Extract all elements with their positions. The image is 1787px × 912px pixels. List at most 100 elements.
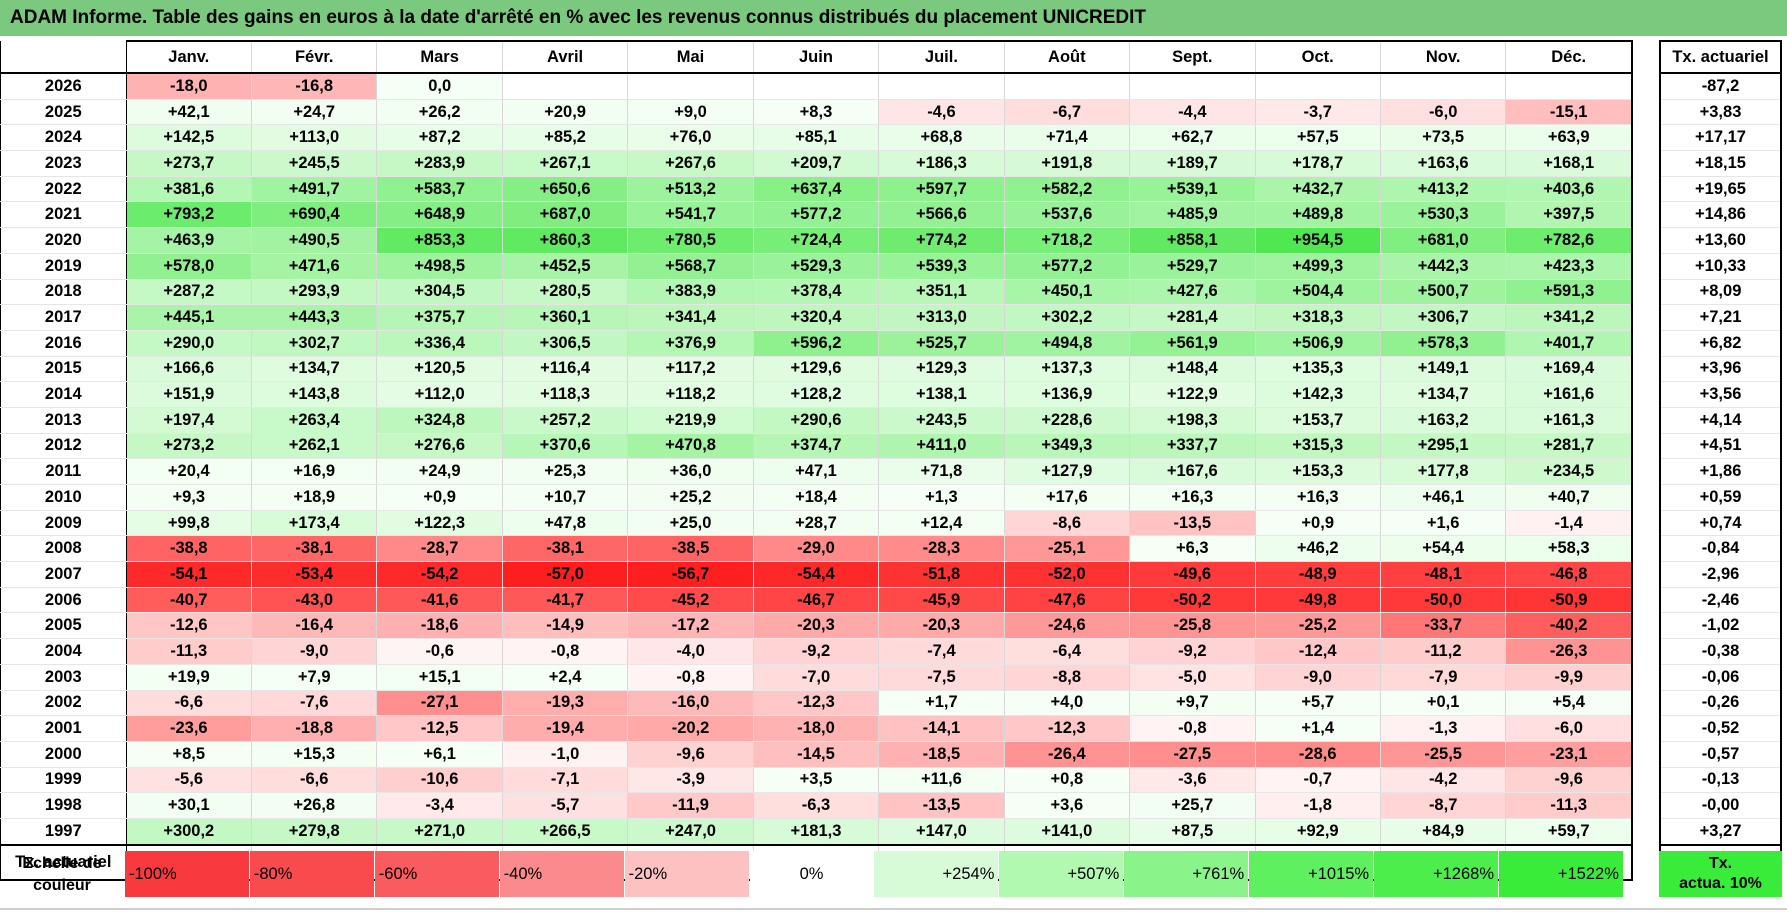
- table-row: 2023 +273,7 +245,5 +283,9 +267,1 +267,6 +209,7…: [0, 150, 1634, 177]
- legend-side-line1: Tx.: [1708, 855, 1733, 872]
- gain-cell: -18,5: [878, 741, 1005, 768]
- gain-cell: -20,3: [753, 612, 880, 640]
- gain-cell: -45,9: [878, 587, 1005, 614]
- gain-cell: [1129, 73, 1256, 100]
- gain-cell: +257,2: [502, 407, 629, 434]
- gain-cell: +85,2: [502, 124, 629, 152]
- gain-cell: +16,3: [1129, 484, 1256, 511]
- gain-cell: -8,7: [1380, 792, 1507, 819]
- gain-cell: -7,5: [878, 664, 1005, 691]
- gain-cell: +127,9: [1004, 458, 1131, 485]
- gain-cell: +637,4: [753, 176, 880, 203]
- gain-cell: +566,6: [878, 201, 1005, 229]
- gain-cell: +290,0: [126, 330, 253, 357]
- tx-cell: +3,83: [1659, 99, 1782, 126]
- gain-cell: +11,6: [878, 767, 1005, 794]
- gain-cell: +304,5: [376, 279, 503, 306]
- gain-cell: -54,2: [376, 561, 503, 588]
- gain-cell: -54,1: [126, 561, 253, 588]
- tx-cell: +1,86: [1659, 458, 1782, 485]
- gain-cell: +397,5: [1505, 201, 1634, 229]
- gain-cell: +315,3: [1255, 433, 1381, 460]
- gain-cell: +18,4: [753, 484, 880, 511]
- gain-cell: +383,9: [627, 279, 754, 306]
- gain-cell: [1255, 73, 1381, 100]
- side-row: +4,51: [1659, 433, 1782, 460]
- gain-cell: +58,3: [1505, 535, 1634, 563]
- gain-cell: +9,3: [126, 484, 253, 511]
- month-header: Juil.: [878, 40, 1005, 74]
- side-row: -87,2: [1659, 73, 1782, 100]
- gain-cell: -27,1: [376, 690, 503, 717]
- gain-cell: -1,8: [1255, 792, 1381, 819]
- gain-cell: +351,1: [878, 279, 1005, 306]
- gain-cell: -26,4: [1004, 741, 1131, 768]
- gain-cell: +128,2: [753, 381, 880, 408]
- gain-cell: +118,3: [502, 381, 629, 408]
- gain-cell: +494,8: [1004, 330, 1131, 357]
- gain-cell: +1,7: [878, 690, 1005, 717]
- tx-actuariel-table: Tx. actuariel -87,2 +3,83 +17,17 +18,15 +19,6…: [1659, 40, 1782, 881]
- gain-cell: +112,0: [376, 381, 503, 408]
- side-row: +18,15: [1659, 150, 1782, 177]
- tx-cell: +0,59: [1659, 484, 1782, 511]
- side-row: +14,86: [1659, 201, 1782, 229]
- side-row: +6,82: [1659, 330, 1782, 357]
- gain-cell: +290,6: [753, 407, 880, 434]
- gain-cell: +293,9: [251, 279, 378, 306]
- legend-swatch: +1268%: [1374, 851, 1498, 897]
- gain-cell: +191,8: [1004, 150, 1131, 177]
- gain-cell: -9,0: [251, 638, 378, 665]
- gain-cell: +537,6: [1004, 201, 1131, 229]
- gain-cell: [753, 73, 880, 100]
- table-row: 2019 +578,0 +471,6 +498,5 +452,5 +568,7 +529,3…: [0, 253, 1634, 280]
- gain-cell: -49,6: [1129, 561, 1256, 588]
- year-label: 2012: [0, 433, 127, 460]
- gain-cell: +0,9: [1255, 510, 1381, 537]
- legend-swatch: -60%: [374, 851, 499, 897]
- year-label: 2000: [0, 741, 127, 768]
- gain-cell: +142,3: [1255, 381, 1381, 408]
- gain-cell: +138,1: [878, 381, 1005, 408]
- gain-cell: -7,4: [878, 638, 1005, 665]
- gain-cell: +73,5: [1380, 124, 1507, 152]
- tx-cell: -0,38: [1659, 638, 1782, 665]
- gain-cell: +442,3: [1380, 253, 1507, 280]
- gain-cell: -15,1: [1505, 99, 1634, 126]
- gain-cell: +413,2: [1380, 176, 1507, 203]
- gain-cell: -41,7: [502, 587, 629, 614]
- gain-cell: +161,6: [1505, 381, 1634, 408]
- gain-cell: +59,7: [1505, 818, 1634, 846]
- gain-cell: -47,6: [1004, 587, 1131, 614]
- legend-swatch: +254%: [874, 851, 999, 897]
- table-row: 2005 -12,6 -16,4 -18,6 -14,9 -17,2 -20,3 -20,3-…: [0, 612, 1634, 640]
- legend-tx-actuariel: Tx. actua. 10%: [1659, 851, 1782, 897]
- gain-cell: +287,2: [126, 279, 253, 306]
- year-label: 2005: [0, 612, 127, 640]
- gain-cell: +529,7: [1129, 253, 1256, 280]
- year-label: 2002: [0, 690, 127, 717]
- gain-cell: +3,6: [1004, 792, 1131, 819]
- gain-cell: -29,0: [753, 535, 880, 563]
- gain-cell: -0,8: [502, 638, 629, 665]
- gain-cell: -23,1: [1505, 741, 1634, 768]
- gain-cell: +76,0: [627, 124, 754, 152]
- year-label: 2018: [0, 279, 127, 306]
- legend-swatch: 0%: [749, 851, 874, 897]
- table-row: 2002 -6,6 -7,6 -27,1 -19,3 -16,0 -12,3 +1,7 +4,0…: [0, 690, 1634, 717]
- tx-cell: -2,96: [1659, 561, 1782, 588]
- tx-cell: +3,56: [1659, 381, 1782, 408]
- gain-cell: -11,2: [1380, 638, 1507, 665]
- side-row: +10,33: [1659, 253, 1782, 280]
- month-header: Janv.: [126, 40, 253, 74]
- side-row: +3,27: [1659, 818, 1782, 846]
- gain-cell: +134,7: [251, 356, 378, 383]
- gain-cell: +490,5: [251, 227, 378, 254]
- gain-cell: -11,3: [126, 638, 253, 665]
- gain-cell: +116,4: [502, 356, 629, 383]
- year-label: 2003: [0, 664, 127, 691]
- gain-cell: +5,7: [1255, 690, 1381, 717]
- gain-cell: +529,3: [753, 253, 880, 280]
- gain-cell: -27,5: [1129, 741, 1256, 768]
- gain-cell: -9,2: [753, 638, 880, 665]
